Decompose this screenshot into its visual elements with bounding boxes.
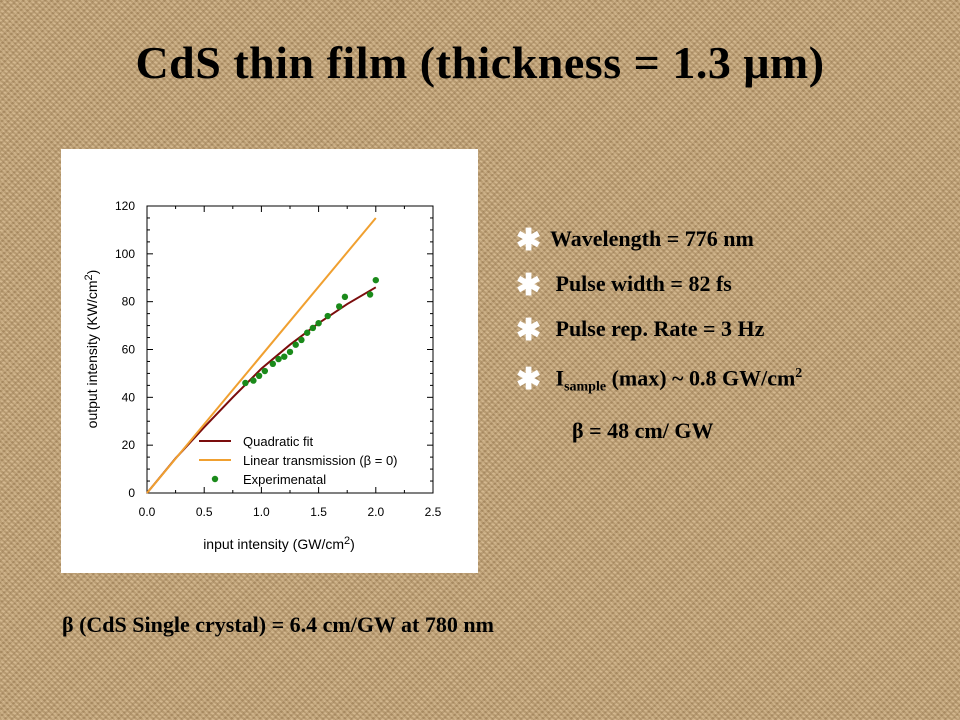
data-point <box>275 355 282 363</box>
footer-note: β (CdS Single crystal) = 6.4 cm/GW at 78… <box>62 612 494 637</box>
asterisk-icon: ✱ <box>516 313 542 347</box>
chart-panel: 0.0 0.5 1.0 1.5 2.0 2.5 0 20 40 60 80 100 120 Quadrat… <box>61 149 478 573</box>
data-point <box>372 276 379 284</box>
asterisk-icon: ✱ <box>516 363 542 397</box>
data-point <box>261 367 269 375</box>
x-tick-label: 2.0 <box>367 505 384 519</box>
x-tick-label: 2.5 <box>425 505 442 519</box>
data-point <box>324 312 331 320</box>
y-tick-label: 20 <box>122 438 136 452</box>
data-point <box>286 348 294 356</box>
data-point <box>315 319 322 327</box>
bullet-pulse-width: ✱ Pulse width = 82 fs <box>516 268 732 302</box>
y-tick-label: 60 <box>122 343 136 357</box>
legend-label: Experimenatal <box>243 472 326 487</box>
parameter-list: ✱ Wavelength = 776 nm ✱ Pulse width = 82 … <box>516 222 946 402</box>
series-line-1 <box>146 217 377 494</box>
bullet-rep-rate: ✱ Pulse rep. Rate = 3 Hz <box>516 313 765 347</box>
beta-result: β = 48 cm/ GW <box>572 418 714 443</box>
x-axis-label: input intensity (GW/cm2) <box>203 535 355 552</box>
data-point <box>303 329 311 336</box>
asterisk-icon: ✱ <box>516 268 542 302</box>
y-tick-label: 40 <box>122 390 136 404</box>
data-point <box>341 293 349 301</box>
data-point <box>309 324 317 332</box>
bullet-intensity: ✱ Isample (max) ~ 0.8 GW/cm2 <box>516 363 803 397</box>
y-tick-label: 120 <box>115 199 135 213</box>
data-point <box>335 303 343 310</box>
data-point <box>292 341 299 348</box>
bullet-wavelength: ✱ Wavelength = 776 nm <box>516 223 754 257</box>
data-point <box>242 379 249 387</box>
y-tick-label: 80 <box>122 295 136 309</box>
y-tick-label: 100 <box>115 247 135 261</box>
asterisk-icon: ✱ <box>516 223 542 257</box>
chart-svg: 0.0 0.5 1.0 1.5 2.0 2.5 0 20 40 60 80 100 120 Quadrat… <box>83 199 442 552</box>
legend-label: Linear transmission (β = 0) <box>243 453 398 468</box>
y-tick-label: 0 <box>128 486 135 500</box>
y-axis-label: output intensity (KW/cm2) <box>83 270 100 429</box>
data-point <box>281 353 288 360</box>
data-point <box>366 291 374 298</box>
data-point <box>298 336 305 344</box>
x-tick-label: 1.5 <box>310 505 327 519</box>
x-tick-label: 0.0 <box>139 505 156 519</box>
x-tick-label: 0.5 <box>196 505 213 519</box>
x-tick-label: 1.0 <box>253 505 270 519</box>
legend-swatch-marker <box>211 475 219 483</box>
data-point <box>250 377 257 384</box>
slide-title: CdS thin film (thickness = 1.3 μm) <box>135 37 825 88</box>
data-point <box>255 372 263 380</box>
legend-label: Quadratic fit <box>243 434 313 449</box>
data-point <box>269 360 277 368</box>
